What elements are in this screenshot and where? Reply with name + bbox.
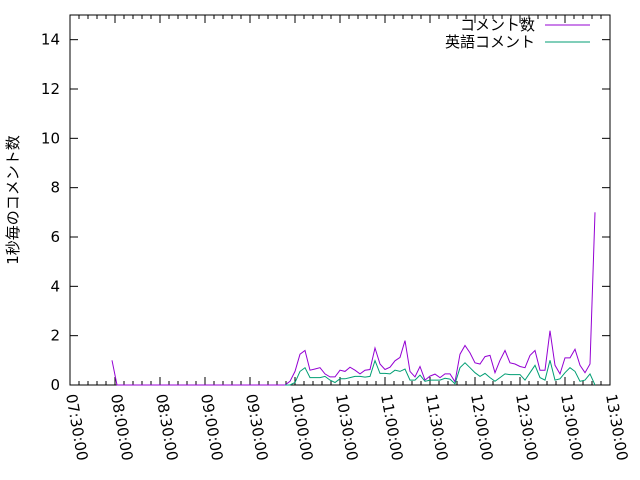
plot-border — [69, 14, 611, 386]
x-tick-label: 07:30:00 — [62, 393, 91, 462]
x-tick-label: 13:30:00 — [602, 393, 631, 462]
legend-label: 英語コメント — [445, 33, 535, 51]
series-group — [111, 212, 596, 386]
y-axis-label: 1秒毎のコメント数 — [4, 135, 22, 265]
x-tick-label: 13:00:00 — [557, 393, 586, 462]
series-line-2 — [285, 359, 596, 386]
x-tick-label: 10:00:00 — [287, 393, 316, 462]
x-tick-label: 12:30:00 — [512, 393, 541, 462]
x-tick-label: 11:30:00 — [422, 393, 451, 462]
y-tick-label: 12 — [41, 80, 60, 98]
x-tick-label: 08:00:00 — [107, 393, 136, 462]
x-tick-label: 10:30:00 — [332, 393, 361, 462]
y-tick-label: 2 — [50, 327, 60, 345]
y-tick-label: 4 — [50, 277, 60, 295]
y-tick-label: 6 — [50, 228, 60, 246]
x-tick-label: 08:30:00 — [152, 393, 181, 462]
x-tick-label: 11:00:00 — [377, 393, 406, 462]
y-tick-label: 14 — [41, 31, 60, 49]
x-tick-label: 09:30:00 — [242, 393, 271, 462]
legend-label: コメント数 — [460, 16, 535, 34]
y-tick-label: 0 — [50, 376, 60, 394]
x-tick-label: 09:00:00 — [197, 393, 226, 462]
series-line-1 — [111, 212, 596, 386]
y-tick-label: 8 — [50, 179, 60, 197]
y-tick-label: 10 — [41, 129, 60, 147]
axes: 0 2 4 6 8 10 12 14 07:30:00 08:00:00 08:30:00 09:00… — [41, 14, 631, 462]
x-tick-label: 12:00:00 — [467, 393, 496, 462]
